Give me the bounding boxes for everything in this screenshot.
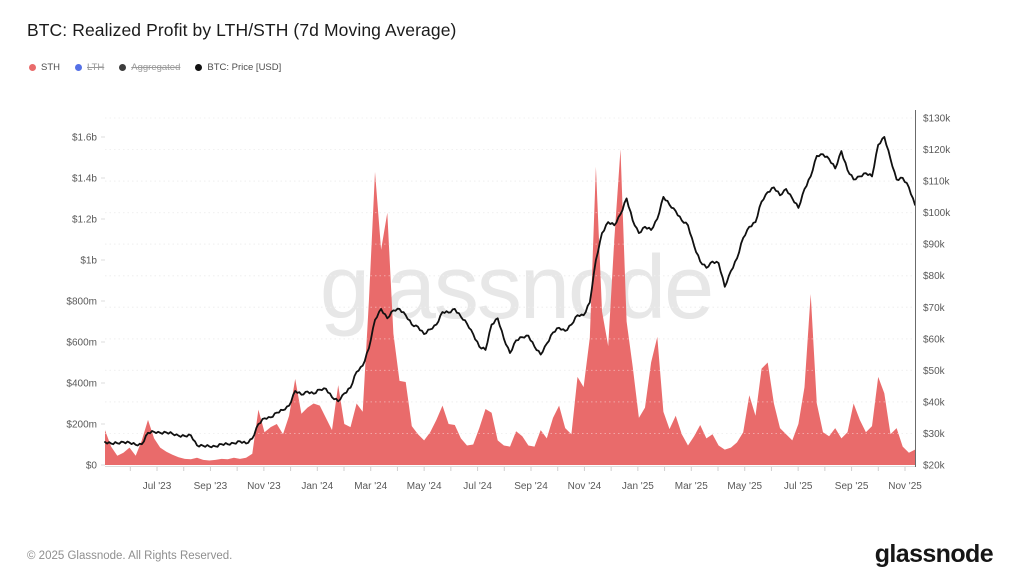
- lth-series-dot-icon: [75, 64, 82, 72]
- svg-text:$800m: $800m: [66, 297, 97, 308]
- legend-item-btc-price[interactable]: BTC: Price [USD]: [195, 63, 281, 73]
- svg-text:$120k: $120k: [923, 145, 951, 156]
- svg-text:$0: $0: [86, 461, 98, 472]
- svg-text:$50k: $50k: [923, 366, 946, 377]
- svg-text:$1.6b: $1.6b: [72, 133, 97, 144]
- aggregated-series-dot-icon: [119, 64, 127, 72]
- svg-text:Jul '25: Jul '25: [784, 481, 813, 492]
- svg-text:May '24: May '24: [407, 481, 442, 492]
- svg-text:Jul '23: Jul '23: [143, 481, 172, 492]
- svg-text:Jan '25: Jan '25: [622, 481, 654, 492]
- svg-text:$1.4b: $1.4b: [72, 174, 97, 185]
- svg-text:$60k: $60k: [923, 334, 946, 345]
- svg-text:Nov '25: Nov '25: [888, 481, 922, 492]
- svg-text:$600m: $600m: [66, 338, 97, 349]
- svg-text:$110k: $110k: [923, 177, 951, 188]
- svg-text:$1.2b: $1.2b: [72, 215, 97, 226]
- svg-text:Mar '24: Mar '24: [354, 481, 387, 492]
- svg-text:$200m: $200m: [66, 420, 97, 431]
- legend-item-lth[interactable]: LTH: [75, 63, 104, 73]
- svg-text:Jul '24: Jul '24: [463, 481, 492, 492]
- legend-label-sth: STH: [41, 62, 60, 73]
- svg-text:$40k: $40k: [923, 397, 946, 408]
- svg-text:Sep '24: Sep '24: [514, 481, 548, 492]
- copyright-text: © 2025 Glassnode. All Rights Reserved.: [27, 550, 233, 562]
- svg-text:Jan '24: Jan '24: [301, 481, 333, 492]
- page-title: BTC: Realized Profit by LTH/STH (7d Movi…: [27, 20, 457, 40]
- chart-legend: STH LTH Aggregated BTC: Price [USD]: [29, 63, 281, 73]
- svg-text:Mar '25: Mar '25: [675, 481, 708, 492]
- legend-item-aggregated[interactable]: Aggregated: [119, 63, 180, 73]
- legend-item-sth[interactable]: STH: [29, 63, 60, 73]
- svg-text:$70k: $70k: [923, 303, 946, 314]
- btc-price-series-dot-icon: [195, 64, 203, 72]
- svg-text:$130k: $130k: [923, 114, 951, 125]
- svg-text:$400m: $400m: [66, 379, 97, 390]
- svg-text:May '25: May '25: [727, 481, 762, 492]
- svg-text:$1b: $1b: [80, 256, 97, 267]
- svg-text:Sep '25: Sep '25: [835, 481, 869, 492]
- svg-text:$90k: $90k: [923, 240, 946, 251]
- svg-text:$30k: $30k: [923, 429, 946, 440]
- glassnode-logo: glassnode: [874, 540, 994, 568]
- svg-text:$100k: $100k: [923, 208, 951, 219]
- legend-label-lth: LTH: [87, 62, 105, 73]
- svg-text:$20k: $20k: [923, 461, 946, 472]
- legend-label-aggregated: Aggregated: [131, 62, 181, 73]
- svg-text:$80k: $80k: [923, 271, 946, 282]
- svg-text:Nov '24: Nov '24: [568, 481, 602, 492]
- legend-label-btc-price: BTC: Price [USD]: [207, 62, 282, 73]
- sth-series-dot-icon: [29, 64, 36, 72]
- svg-text:Nov '23: Nov '23: [247, 481, 281, 492]
- svg-text:Sep '23: Sep '23: [194, 481, 228, 492]
